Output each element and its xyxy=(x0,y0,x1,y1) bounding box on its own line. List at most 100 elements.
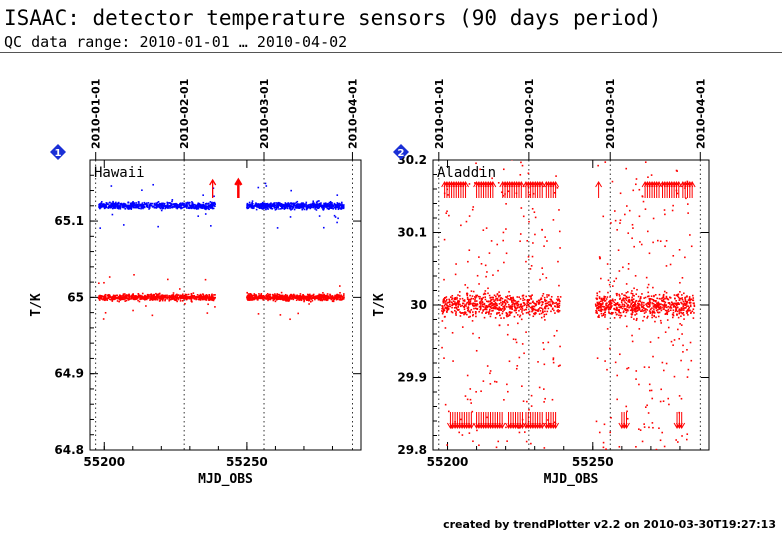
data-point xyxy=(508,311,511,314)
data-point xyxy=(613,280,616,283)
data-point xyxy=(675,439,677,441)
data-point xyxy=(287,296,289,298)
data-point xyxy=(629,305,631,308)
data-point xyxy=(296,206,299,209)
data-point xyxy=(111,297,114,300)
data-point xyxy=(690,452,692,454)
data-point xyxy=(104,311,107,314)
data-point xyxy=(646,295,649,298)
data-point xyxy=(441,150,443,152)
data-point xyxy=(186,204,188,207)
data-point xyxy=(184,297,187,300)
data-point xyxy=(641,143,643,145)
data-point xyxy=(648,383,651,386)
data-point xyxy=(163,202,166,205)
data-point xyxy=(444,315,446,318)
data-point xyxy=(641,131,643,133)
data-point xyxy=(327,202,329,205)
data-point xyxy=(193,298,196,300)
data-point xyxy=(191,201,193,203)
data-point xyxy=(470,290,473,292)
data-point xyxy=(692,317,695,319)
data-point xyxy=(123,202,125,205)
data-point xyxy=(161,298,163,300)
data-point xyxy=(300,206,302,209)
data-point xyxy=(556,303,559,305)
data-point xyxy=(162,296,165,299)
data-point xyxy=(302,207,305,209)
data-point xyxy=(598,290,601,293)
data-point xyxy=(292,293,295,296)
data-point xyxy=(477,295,480,298)
data-point xyxy=(646,286,649,289)
data-point xyxy=(146,293,149,296)
data-point xyxy=(480,262,483,265)
data-point xyxy=(687,203,689,205)
data-point xyxy=(605,307,607,309)
data-point xyxy=(545,313,548,316)
data-point xyxy=(123,296,126,299)
data-point xyxy=(543,313,546,316)
data-point xyxy=(522,302,525,304)
data-point xyxy=(669,306,672,308)
data-point xyxy=(338,295,340,298)
data-point xyxy=(206,297,209,299)
data-point xyxy=(279,295,281,297)
data-point xyxy=(486,478,488,480)
data-point xyxy=(528,310,531,313)
data-point xyxy=(298,298,301,301)
data-point xyxy=(471,295,474,297)
data-point xyxy=(476,303,479,306)
data-point xyxy=(459,298,461,300)
data-point xyxy=(188,297,191,300)
data-point xyxy=(112,297,115,300)
data-point xyxy=(552,357,555,359)
data-point xyxy=(274,295,277,298)
data-point xyxy=(595,310,598,313)
date-marker-label: 2010-03-01 xyxy=(604,79,617,149)
data-point xyxy=(472,313,475,316)
data-point xyxy=(661,304,664,306)
data-point xyxy=(510,311,513,314)
data-point xyxy=(634,300,637,303)
data-point xyxy=(179,205,182,207)
data-point xyxy=(526,400,528,403)
data-point xyxy=(322,296,324,299)
data-point xyxy=(685,306,687,309)
data-point xyxy=(614,219,617,222)
data-point xyxy=(522,299,524,302)
data-point xyxy=(458,300,460,303)
data-point xyxy=(693,305,696,308)
data-point xyxy=(196,294,199,296)
data-point xyxy=(494,301,497,304)
data-point xyxy=(261,204,264,207)
data-point xyxy=(597,307,600,310)
data-point xyxy=(615,303,617,305)
data-point xyxy=(455,263,457,265)
data-point xyxy=(283,206,286,209)
data-point xyxy=(204,205,206,208)
data-point xyxy=(680,359,682,362)
data-point xyxy=(498,324,501,327)
data-point xyxy=(673,294,676,296)
data-point xyxy=(267,208,269,210)
data-point xyxy=(252,298,255,300)
data-point xyxy=(116,206,119,208)
data-point xyxy=(521,343,524,345)
data-point xyxy=(114,203,116,206)
data-point xyxy=(106,297,109,300)
data-point xyxy=(654,303,657,306)
data-point xyxy=(342,296,344,298)
data-point xyxy=(472,206,475,208)
data-point xyxy=(616,374,619,377)
data-point xyxy=(276,295,278,297)
data-point xyxy=(663,290,666,293)
data-point xyxy=(106,294,109,296)
data-point xyxy=(299,294,301,297)
data-point xyxy=(318,200,320,202)
data-point xyxy=(296,296,299,299)
data-point xyxy=(627,262,630,265)
data-point xyxy=(252,297,255,299)
data-point xyxy=(101,295,104,298)
data-point xyxy=(637,307,639,310)
